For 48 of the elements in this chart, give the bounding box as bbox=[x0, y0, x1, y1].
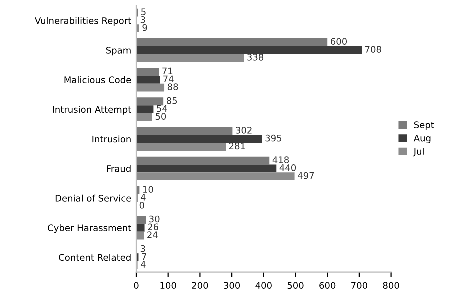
legend-label: Aug bbox=[414, 135, 431, 144]
data-label: 281 bbox=[229, 142, 246, 150]
data-label: 440 bbox=[280, 164, 296, 172]
data-label: 497 bbox=[298, 172, 314, 180]
x-tick-label: 400 bbox=[256, 282, 272, 290]
legend-label: Jul bbox=[413, 148, 424, 157]
data-label: 3 bbox=[140, 245, 146, 252]
x-tick-label: 300 bbox=[224, 282, 240, 290]
data-label: 600 bbox=[331, 38, 348, 46]
data-label: 85 bbox=[166, 97, 178, 104]
data-label: 0 bbox=[140, 202, 144, 209]
x-tick-label: 200 bbox=[192, 282, 208, 290]
y-tick-label: Cyber Harassment bbox=[48, 224, 132, 234]
data-label: 395 bbox=[266, 134, 282, 142]
data-label: 10 bbox=[143, 186, 154, 194]
data-label: 9 bbox=[142, 24, 148, 32]
data-label: 71 bbox=[162, 68, 173, 75]
data-label: 30 bbox=[150, 216, 160, 223]
data-label: 24 bbox=[148, 232, 158, 238]
data-label: 338 bbox=[248, 54, 264, 61]
data-label: 708 bbox=[366, 46, 382, 53]
data-label: 4 bbox=[140, 194, 146, 201]
data-label: 88 bbox=[168, 84, 178, 90]
x-tick-label: 700 bbox=[352, 282, 368, 290]
y-tick-label: Denial of Service bbox=[56, 194, 132, 202]
y-tick-label: Intrusion Attempt bbox=[53, 106, 132, 115]
data-label: 302 bbox=[236, 127, 252, 134]
data-label: 74 bbox=[164, 76, 174, 82]
x-tick-label: 800 bbox=[383, 282, 400, 290]
y-tick-label: Vulnerabilities Report bbox=[35, 17, 132, 26]
x-tick-label: 100 bbox=[160, 282, 176, 290]
x-tick-label: 0 bbox=[134, 282, 139, 290]
y-tick-label: Fraud bbox=[107, 165, 131, 172]
y-tick-label: Malicious Code bbox=[64, 76, 132, 84]
data-label: 26 bbox=[148, 224, 158, 231]
data-label: 4 bbox=[140, 261, 146, 268]
y-tick-label: Content Related bbox=[59, 254, 131, 262]
x-tick-label: 500 bbox=[288, 282, 304, 290]
data-label: 54 bbox=[157, 105, 168, 112]
legend-label: Sept bbox=[414, 122, 434, 130]
data-label: 5 bbox=[142, 8, 146, 16]
data-label: 418 bbox=[272, 156, 290, 164]
data-label: 7 bbox=[142, 253, 146, 260]
data-label: 3 bbox=[140, 16, 146, 24]
y-tick-label: Spam bbox=[106, 47, 131, 56]
y-tick-label: Intrusion bbox=[92, 136, 131, 143]
data-label: 50 bbox=[156, 113, 166, 120]
x-tick-label: 600 bbox=[320, 282, 336, 290]
